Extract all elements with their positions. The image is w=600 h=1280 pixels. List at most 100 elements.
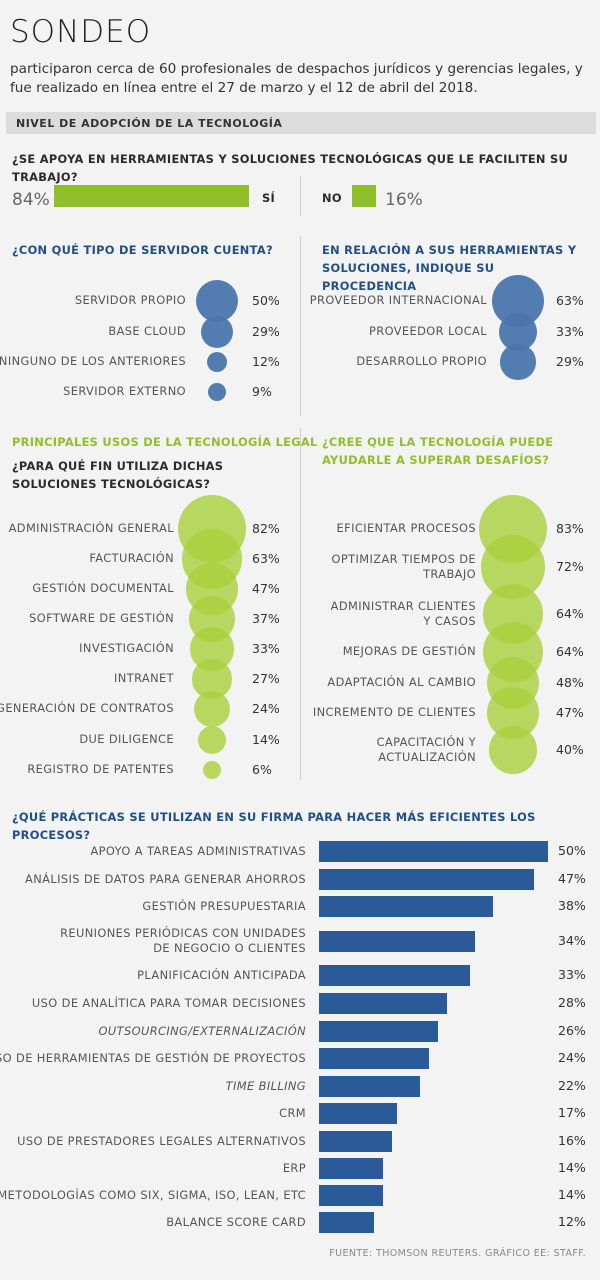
- bar: [319, 930, 475, 952]
- bar: [319, 1211, 374, 1233]
- category-label: DESARROLLO PROPIO: [356, 354, 487, 368]
- category-label: FACTURACIÓN: [89, 551, 174, 565]
- q1-title: ¿SE APOYA EN HERRAMIENTAS Y SOLUCIONES T…: [12, 152, 569, 184]
- category-label: USO DE ANALÍTICA PARA TOMAR DECISIONES: [31, 996, 306, 1010]
- q1-no-pct: 16%: [385, 190, 423, 210]
- category-label: ADAPTACIÓN AL CAMBIO: [327, 675, 476, 689]
- category-label: CRM: [279, 1106, 306, 1120]
- category-label: GENERACIÓN DE CONTRATOS: [0, 701, 174, 715]
- category-label: ADMINISTRAR CLIENTES Y CASOS: [330, 599, 476, 628]
- value-label: 83%: [556, 521, 584, 536]
- category-label: EFICIENTAR PROCESOS: [336, 521, 476, 535]
- q5-title: ¿CREE QUE LA TECNOLOGÍA PUEDE AYUDARLE A…: [322, 435, 554, 467]
- bubble: [206, 351, 228, 373]
- category-label: ERP: [282, 1161, 306, 1175]
- value-label: 28%: [558, 995, 586, 1010]
- value-label: 38%: [558, 898, 586, 913]
- value-label: 33%: [556, 324, 584, 339]
- value-label: 63%: [556, 293, 584, 308]
- bar: [319, 1184, 384, 1206]
- category-label: NINGUNO DE LOS ANTERIORES: [0, 354, 186, 368]
- bubble: [197, 725, 227, 755]
- bar: [319, 1130, 393, 1152]
- q1-yes-label: SÍ: [262, 191, 276, 205]
- category-label: OUTSOURCING/EXTERNALIZACIÓN: [98, 1024, 306, 1038]
- category-label: TIME BILLING: [225, 1079, 306, 1093]
- section-band-label: NIVEL DE ADOPCIÓN DE LA TECNOLOGÍA: [16, 117, 283, 130]
- value-label: 14%: [558, 1187, 586, 1202]
- value-label: 22%: [558, 1078, 586, 1093]
- bubble: [208, 383, 226, 401]
- value-label: 33%: [252, 641, 280, 656]
- value-label: 17%: [558, 1105, 586, 1120]
- value-label: 29%: [252, 324, 280, 339]
- value-label: 24%: [558, 1050, 586, 1065]
- value-label: 72%: [556, 559, 584, 574]
- value-label: 12%: [558, 1214, 586, 1229]
- bar: [319, 1047, 429, 1069]
- bubble: [193, 690, 231, 728]
- value-label: 29%: [556, 354, 584, 369]
- category-label: PROVEEDOR INTERNACIONAL: [309, 293, 487, 307]
- value-label: 24%: [252, 701, 280, 716]
- category-label: SERVIDOR EXTERNO: [63, 384, 186, 398]
- bar: [319, 1157, 384, 1179]
- divider: [300, 428, 301, 780]
- divider: [300, 176, 301, 216]
- q1-no-bar: [352, 185, 376, 207]
- value-label: 6%: [252, 762, 272, 777]
- page-title: SONDEO: [10, 14, 152, 50]
- category-label: METODOLOGÍAS COMO SIX, SIGMA, ISO, LEAN,…: [0, 1188, 306, 1202]
- value-label: 47%: [556, 705, 584, 720]
- q3-title: EN RELACIÓN A SUS HERRAMIENTAS Y SOLUCIO…: [322, 243, 577, 293]
- divider: [300, 236, 301, 416]
- category-label: USO DE HERRAMIENTAS DE GESTIÓN DE PROYEC…: [0, 1051, 306, 1065]
- value-label: 47%: [252, 581, 280, 596]
- category-label: INCREMENTO DE CLIENTES: [312, 705, 476, 719]
- category-label: ANÁLISIS DE DATOS PARA GENERAR AHORROS: [25, 872, 306, 886]
- value-label: 47%: [558, 871, 586, 886]
- category-label: PROVEEDOR LOCAL: [368, 324, 487, 338]
- bubble: [201, 316, 233, 348]
- q1-yes-bar: [54, 185, 249, 207]
- bar: [319, 868, 535, 890]
- value-label: 9%: [252, 384, 272, 399]
- category-label: GESTIÓN PRESUPUESTARIA: [142, 899, 306, 913]
- q2-title: ¿CON QUÉ TIPO DE SERVIDOR CUENTA?: [12, 243, 273, 257]
- q4-title: PRINCIPALES USOS DE LA TECNOLOGÍA LEGAL: [12, 435, 318, 449]
- value-label: 34%: [558, 933, 586, 948]
- category-label: CAPACITACIÓN Y ACTUALIZACIÓN: [376, 735, 476, 764]
- bar: [319, 840, 548, 862]
- category-label: BASE CLOUD: [108, 324, 186, 338]
- section-band: [6, 112, 596, 134]
- source-note: FUENTE: THOMSON REUTERS. GRÁFICO EE: STA…: [329, 1248, 586, 1259]
- q4-subtitle: ¿PARA QUÉ FIN UTILIZA DICHAS SOLUCIONES …: [12, 459, 224, 491]
- value-label: 64%: [556, 644, 584, 659]
- category-label: REGISTRO DE PATENTES: [27, 762, 174, 776]
- value-label: 37%: [252, 611, 280, 626]
- bubble: [202, 760, 222, 780]
- category-label: PLANIFICACIÓN ANTICIPADA: [137, 968, 306, 982]
- value-label: 33%: [558, 967, 586, 982]
- value-label: 63%: [252, 551, 280, 566]
- value-label: 14%: [558, 1160, 586, 1175]
- bar: [319, 964, 471, 986]
- q6-title: ¿QUÉ PRÁCTICAS SE UTILIZAN EN SU FIRMA P…: [12, 810, 536, 842]
- q1-yes-pct: 84%: [12, 190, 50, 210]
- bubble: [500, 344, 536, 380]
- bar: [319, 1075, 420, 1097]
- bar: [319, 1020, 439, 1042]
- value-label: 64%: [556, 606, 584, 621]
- category-label: OPTIMIZAR TIEMPOS DE TRABAJO: [331, 552, 476, 581]
- value-label: 50%: [558, 843, 586, 858]
- q1-no-label: NO: [322, 191, 342, 205]
- category-label: ADMINISTRACIÓN GENERAL: [8, 521, 174, 535]
- value-label: 16%: [558, 1133, 586, 1148]
- value-label: 14%: [252, 732, 280, 747]
- category-label: GESTIÓN DOCUMENTAL: [32, 581, 174, 595]
- value-label: 27%: [252, 671, 280, 686]
- category-label: SOFTWARE DE GESTIÓN: [29, 611, 174, 625]
- bar: [319, 992, 448, 1014]
- bubble: [489, 726, 537, 774]
- bubble: [196, 280, 238, 322]
